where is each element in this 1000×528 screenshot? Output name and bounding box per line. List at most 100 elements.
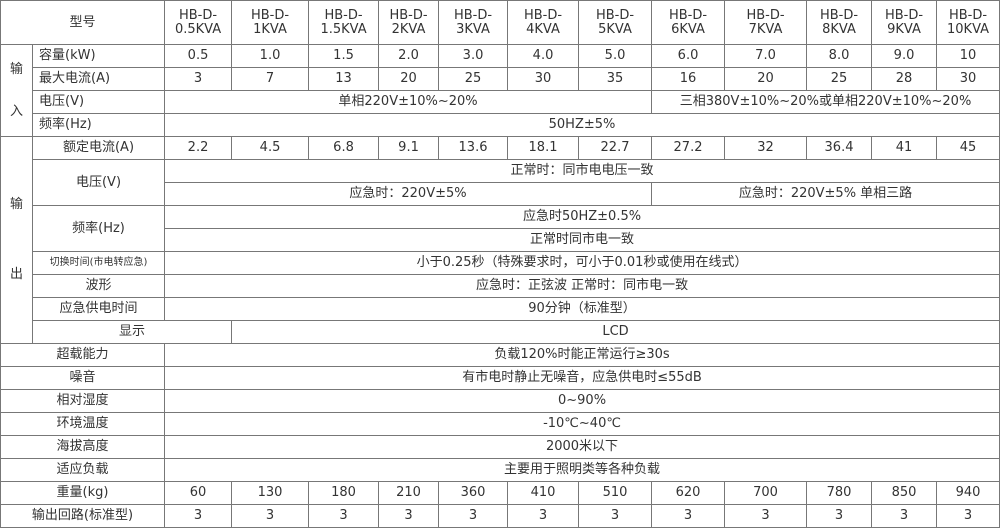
table-cell: 9.1 (378, 136, 440, 160)
table-cell: 2.2 (164, 136, 233, 160)
model-prefix: HB-D- (746, 7, 785, 23)
model-header: HB-D- 1.5KVA (308, 0, 380, 45)
table-cell: 940 (936, 481, 1000, 505)
table-cell: 9.0 (871, 44, 938, 68)
table-cell: 4.5 (231, 136, 310, 160)
table-cell: 3 (308, 504, 380, 528)
table-cell: 0~90% (164, 389, 1000, 413)
output-voltage-row-2: 应急时：220V±5% 应急时：220V±5% 单相三路 (1, 182, 1000, 206)
table-cell: 360 (438, 481, 509, 505)
table-cell: 3 (378, 504, 440, 528)
table-cell: 700 (724, 481, 808, 505)
table-cell: 60 (164, 481, 233, 505)
model-header: HB-D- 2KVA (378, 0, 440, 45)
model-header: HB-D- 3KVA (438, 0, 509, 45)
table-cell: 41 (871, 136, 938, 160)
row-label: 环境温度 (0, 412, 166, 436)
model-rating: 10KVA (947, 21, 990, 37)
model-rating: 2KVA (391, 21, 426, 37)
table-cell: 3 (936, 504, 1000, 528)
table-cell: 16 (651, 67, 726, 91)
model-header: HB-D- 1KVA (231, 0, 310, 45)
table-cell: 3 (231, 504, 310, 528)
table-cell: 45 (936, 136, 1000, 160)
row-label: 额定电流(A) (31, 136, 166, 160)
input-group-label: 输入 (0, 44, 33, 137)
model-rating: 3KVA (456, 21, 490, 37)
table-cell: -10℃~40℃ (164, 412, 1000, 436)
table-cell: 2000米以下 (164, 435, 1000, 459)
output-switch-time-row: 切换时间(市电转应急) 小于0.25秒（特殊要求时，可小于0.01秒或使用在线式） (1, 251, 1000, 275)
table-cell: 3 (507, 504, 580, 528)
table-cell: 3.0 (438, 44, 509, 68)
general-row: 超载能力 负载120%时能正常运行≥30s (0, 343, 1000, 367)
table-cell: 30 (936, 67, 1000, 91)
row-label: 频率(Hz) (31, 113, 166, 137)
model-rating: 5KVA (598, 21, 632, 37)
model-header: HB-D- 6KVA (651, 0, 726, 45)
row-label: 适应负载 (0, 458, 166, 482)
model-rating: 1.5KVA (320, 21, 367, 37)
model-rating: 0.5KVA (174, 21, 222, 37)
model-prefix: HB-D- (178, 7, 218, 23)
table-cell: 210 (378, 481, 440, 505)
table-cell: 主要用于照明类等各种负载 (164, 458, 1000, 482)
model-rating: 8KVA (822, 21, 856, 37)
model-header: HB-D- 0.5KVA (164, 0, 233, 45)
model-header: HB-D- 7KVA (724, 0, 808, 45)
input-max-current-row: 最大电流(A) 3 7 13 20 25 30 35 16 20 25 28 30 (1, 67, 1000, 91)
model-prefix: HB-D- (523, 7, 563, 23)
row-label: 最大电流(A) (31, 67, 166, 91)
row-label: 噪音 (0, 366, 166, 390)
output-frequency-row: 频率(Hz) 应急时50HZ±0.5% (1, 205, 1000, 252)
general-row: 海拔高度 2000米以下 (0, 435, 1000, 459)
table-cell: 13.6 (438, 136, 509, 160)
table-cell: 20 (378, 67, 440, 91)
table-cell: 25 (438, 67, 509, 91)
row-label: 相对湿度 (0, 389, 166, 413)
row-label: 显示 (31, 320, 233, 344)
table-cell: 5.0 (578, 44, 653, 68)
table-cell: 正常时：同市电电压一致 (164, 159, 1000, 183)
row-label: 海拔高度 (0, 435, 166, 459)
table-cell: 180 (308, 481, 380, 505)
model-prefix: HB-D- (324, 7, 363, 23)
table-cell: 30 (507, 67, 580, 91)
table-cell: 25 (806, 67, 873, 91)
model-prefix: HB-D- (948, 7, 988, 23)
general-row: 环境温度 -10℃~40℃ (0, 412, 1000, 436)
general-row: 适应负载 主要用于照明类等各种负载 (0, 458, 1000, 482)
model-header: HB-D- 5KVA (578, 0, 653, 45)
general-row: 显示 LCD (1, 320, 1000, 344)
header-row: 型号 HB-D- 0.5KVA HB-D- 1KVA HB-D- 1.5KVA HB-D- 2K… (0, 0, 1000, 45)
model-rating: 4KVA (526, 21, 560, 37)
table-cell: 应急时：220V±5% (164, 182, 653, 206)
table-cell: 应急时：220V±5% 单相三路 (651, 182, 1000, 206)
model-header: HB-D- 8KVA (806, 0, 873, 45)
group-char: 输 (9, 197, 23, 212)
table-cell: 28 (871, 67, 938, 91)
table-cell: 小于0.25秒（特殊要求时，可小于0.01秒或使用在线式） (164, 251, 1000, 275)
group-char: 出 (9, 267, 23, 282)
table-cell: 8.0 (806, 44, 873, 68)
input-capacity-row: 输入容量(kW) 0.5 1.0 1.5 2.0 3.0 4.0 5.0 6.0 7.0 8.0 9.… (0, 44, 1000, 137)
row-label: 容量(kW) (31, 44, 166, 68)
table-cell: 3 (438, 504, 509, 528)
table-cell: 27.2 (651, 136, 726, 160)
table-cell: 50HZ±5% (164, 113, 1000, 137)
table-cell: 3 (806, 504, 873, 528)
table-cell: 1.5 (308, 44, 380, 68)
output-backup-time-row: 应急供电时间 90分钟（标准型） (1, 297, 1000, 321)
input-voltage-row: 电压(V) 单相220V±10%~20% 三相380V±10%~20%或单相220V… (1, 90, 1000, 114)
weight-row: 重量(kg) 60 130 180 210 360 410 510 620 700 780 850 94… (0, 481, 1000, 505)
model-rating: 7KVA (748, 21, 783, 37)
row-label: 应急供电时间 (31, 297, 166, 321)
table-cell: 3 (724, 504, 808, 528)
table-cell: 20 (724, 67, 808, 91)
model-rating: 9KVA (887, 21, 921, 37)
table-cell: 4.0 (507, 44, 580, 68)
table-cell: LCD (231, 320, 1000, 344)
table-cell: 850 (871, 481, 938, 505)
table-cell: 负载120%时能正常运行≥30s (164, 343, 1000, 367)
